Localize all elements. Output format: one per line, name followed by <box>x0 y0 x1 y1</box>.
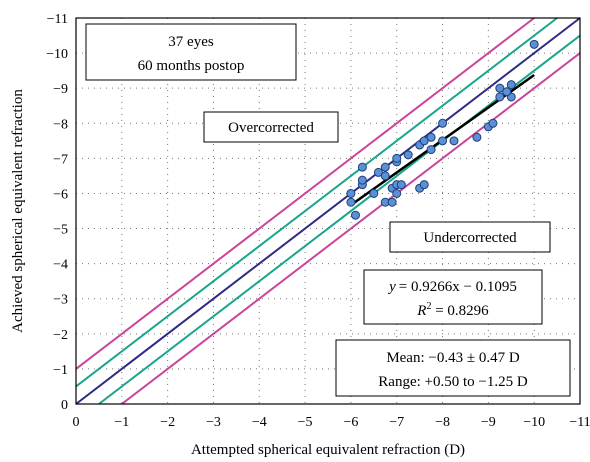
x-axis-label: Attempted spherical equivalent refractio… <box>191 442 465 458</box>
data-point <box>403 150 413 160</box>
stats-frame <box>335 339 571 397</box>
equation-box: y = 0.9266x − 0.1095 R2 = 0.8296 <box>363 269 543 325</box>
undercorrected-frame <box>389 221 551 253</box>
x-tick-label: −7 <box>389 415 404 430</box>
undercorrected-label: Undercorrected <box>423 230 517 246</box>
postop-label: 60 months postop <box>138 58 245 74</box>
x-tick-label: −10 <box>523 415 545 430</box>
data-point <box>346 197 356 207</box>
reference-line <box>121 52 581 405</box>
y-axis-label: Achieved spherical equivalent refraction <box>10 89 26 333</box>
data-point <box>495 92 505 102</box>
data-point <box>357 162 367 172</box>
data-point <box>426 132 436 142</box>
data-point <box>529 39 539 49</box>
mean-label: Mean: −0.43 ± 0.47 D <box>386 350 520 366</box>
y-tick-label: 0 <box>61 398 68 413</box>
data-point <box>380 171 390 181</box>
r2-superscript: 2 <box>426 301 431 312</box>
data-point <box>488 118 498 128</box>
data-point <box>449 136 459 146</box>
range-label: Range: +0.50 to −1.25 D <box>378 374 528 390</box>
x-tick-label: −6 <box>343 415 358 430</box>
data-point <box>426 145 436 155</box>
y-tick-labels: 0 −1 −2 −3 −4 −5 −6 −7 −8 −9 −10 −11 <box>46 12 68 413</box>
data-point <box>357 175 367 185</box>
data-point <box>380 162 390 172</box>
data-point <box>346 188 356 198</box>
reference-line <box>75 17 558 388</box>
x-tick-labels: 0 −1 −2 −3 −4 −5 −6 −7 −8 −9 −10 −11 <box>73 415 590 430</box>
reference-line <box>75 17 535 370</box>
data-point <box>396 180 406 190</box>
x-tick-label: −9 <box>481 415 496 430</box>
stats-box: Mean: −0.43 ± 0.47 D Range: +0.50 to −1.… <box>335 339 571 397</box>
reference-lines <box>75 17 581 405</box>
y-tick-label: −10 <box>46 47 68 62</box>
x-tick-label: 0 <box>73 415 80 430</box>
x-tick-label: −2 <box>160 415 175 430</box>
undercorrected-box: Undercorrected <box>389 221 551 253</box>
reference-line <box>75 17 581 405</box>
data-point <box>369 188 379 198</box>
data-points <box>346 39 539 220</box>
y-tick-label: −7 <box>53 152 68 167</box>
data-point <box>373 167 383 177</box>
data-point <box>502 87 512 97</box>
equation-text: = 0.9266x − 0.1095 <box>399 279 517 295</box>
y-tick-label: −4 <box>53 258 68 273</box>
overcorrected-label: Overcorrected <box>228 120 314 136</box>
y-tick-label: −11 <box>47 12 68 27</box>
eyes-box: 37 eyes 60 months postop <box>85 23 297 81</box>
y-tick-label: −9 <box>53 82 68 97</box>
data-point <box>438 136 448 146</box>
x-tick-label: −5 <box>298 415 313 430</box>
data-point <box>392 188 402 198</box>
equation-variable: y <box>387 279 396 295</box>
data-point <box>387 197 397 207</box>
y-tick-label: −2 <box>53 328 68 343</box>
y-tick-label: −3 <box>53 293 68 308</box>
overcorrected-frame <box>203 111 339 143</box>
r2-value: = 0.8296 <box>431 303 489 319</box>
eyes-box-frame <box>85 23 297 81</box>
data-point <box>350 210 360 220</box>
r2-label: R <box>416 303 426 319</box>
x-tick-label: −1 <box>114 415 129 430</box>
x-tick-label: −3 <box>206 415 221 430</box>
y-tick-label: −6 <box>53 187 68 202</box>
y-tick-label: −1 <box>53 363 68 378</box>
data-point <box>495 83 505 93</box>
data-point <box>438 118 448 128</box>
data-point <box>506 80 516 90</box>
x-tick-label: −11 <box>569 415 590 430</box>
r-squared: R2 = 0.8296 <box>416 301 489 319</box>
y-tick-label: −5 <box>53 223 68 238</box>
regression-equation: y = 0.9266x − 0.1095 <box>387 279 517 295</box>
data-point <box>419 136 429 146</box>
y-tick-label: −8 <box>53 117 68 132</box>
plot-frame <box>75 17 581 405</box>
overcorrected-box: Overcorrected <box>203 111 339 143</box>
data-point <box>392 153 402 163</box>
x-tick-label: −4 <box>252 415 267 430</box>
data-point <box>419 180 429 190</box>
x-tick-label: −8 <box>435 415 450 430</box>
equation-frame <box>363 269 543 325</box>
eyes-count-label: 37 eyes <box>168 34 214 50</box>
data-point <box>472 132 482 142</box>
